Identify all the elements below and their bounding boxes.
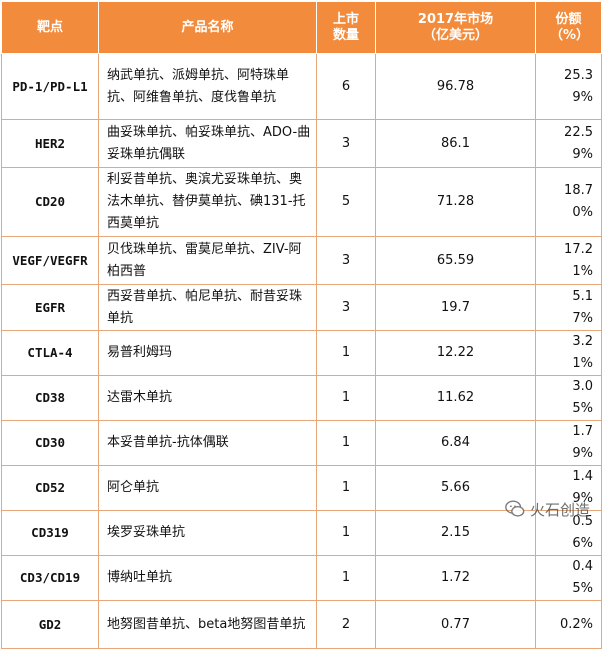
product-cell: 曲妥珠单抗、帕妥珠单抗、ADO-曲妥珠单抗偶联 <box>98 119 317 168</box>
count-cell: 5 <box>316 167 376 237</box>
target-cell: CD3/CD19 <box>1 555 99 601</box>
product-cell: 本妥昔单抗-抗体偶联 <box>98 420 317 466</box>
share-cell: 3.21% <box>535 330 602 376</box>
product-cell: 博纳吐单抗 <box>98 555 317 601</box>
count-cell: 1 <box>316 375 376 421</box>
watermark: 火石创造 <box>504 498 590 520</box>
table-row: HER2 曲妥珠单抗、帕妥珠单抗、ADO-曲妥珠单抗偶联 3 86.1 22.59% <box>1 119 602 168</box>
market-cell: 86.1 <box>375 119 536 168</box>
share-value: 18.70% <box>564 183 593 220</box>
share-cell: 3.05% <box>535 375 602 421</box>
count-cell: 1 <box>316 420 376 466</box>
market-cell: 19.7 <box>375 284 536 331</box>
table-row: CD3/CD19 博纳吐单抗 1 1.72 0.45% <box>1 555 602 601</box>
product-cell: 贝伐珠单抗、雷莫尼单抗、ZIV-阿柏西普 <box>98 236 317 285</box>
count-cell: 1 <box>316 555 376 601</box>
share-value: 1.79% <box>572 424 593 461</box>
count-cell: 3 <box>316 236 376 285</box>
header-share: 份额（%） <box>535 1 602 54</box>
product-cell: 西妥昔单抗、帕尼单抗、耐昔妥珠单抗 <box>98 284 317 331</box>
share-cell: 0.2% <box>535 600 602 649</box>
target-cell: GD2 <box>1 600 99 649</box>
product-cell: 埃罗妥珠单抗 <box>98 510 317 556</box>
target-cell: VEGF/VEGFR <box>1 236 99 285</box>
header-target: 靶点 <box>1 1 99 54</box>
count-cell: 3 <box>316 284 376 331</box>
share-cell: 22.59% <box>535 119 602 168</box>
count-cell: 1 <box>316 330 376 376</box>
count-cell: 1 <box>316 465 376 511</box>
count-cell: 1 <box>316 510 376 556</box>
product-cell: 易普利姆玛 <box>98 330 317 376</box>
market-cell: 0.77 <box>375 600 536 649</box>
share-cell: 25.39% <box>535 53 602 120</box>
target-cell: PD-1/PD-L1 <box>1 53 99 120</box>
share-value: 3.21% <box>572 334 593 371</box>
share-value: 1.49% <box>572 469 593 506</box>
share-cell: 1.49% <box>535 465 602 511</box>
share-cell: 1.79% <box>535 420 602 466</box>
market-cell: 6.84 <box>375 420 536 466</box>
table-row: CTLA-4 易普利姆玛 1 12.22 3.21% <box>1 330 602 376</box>
share-cell: 18.70% <box>535 167 602 237</box>
product-cell: 纳武单抗、派姆单抗、阿特珠单抗、阿维鲁单抗、度伐鲁单抗 <box>98 53 317 120</box>
count-cell: 3 <box>316 119 376 168</box>
table-row: CD30 本妥昔单抗-抗体偶联 1 6.84 1.79% <box>1 420 602 466</box>
table-row: CD38 达雷木单抗 1 11.62 3.05% <box>1 375 602 421</box>
target-cell: EGFR <box>1 284 99 331</box>
count-cell: 6 <box>316 53 376 120</box>
share-value: 3.05% <box>572 379 593 416</box>
wechat-chat-icon <box>505 500 525 517</box>
market-cell: 12.22 <box>375 330 536 376</box>
share-value: 5.17% <box>572 288 593 326</box>
share-value: 17.21% <box>564 241 593 279</box>
target-cell: CD30 <box>1 420 99 466</box>
table-row: GD2 地努图昔单抗、beta地努图昔单抗 2 0.77 0.2% <box>1 600 602 649</box>
table-row: EGFR 西妥昔单抗、帕尼单抗、耐昔妥珠单抗 3 19.7 5.17% <box>1 284 602 331</box>
table-row: CD52 阿仑单抗 1 5.66 1.49% <box>1 465 602 511</box>
market-cell: 1.72 <box>375 555 536 601</box>
share-value: 0.45% <box>572 559 593 596</box>
target-cell: CD38 <box>1 375 99 421</box>
target-cell: CD52 <box>1 465 99 511</box>
table-row: VEGF/VEGFR 贝伐珠单抗、雷莫尼单抗、ZIV-阿柏西普 3 65.59 17.2… <box>1 236 602 285</box>
market-cell: 65.59 <box>375 236 536 285</box>
target-cell: CD20 <box>1 167 99 237</box>
share-value: 25.39% <box>564 67 593 105</box>
target-cell: CD319 <box>1 510 99 556</box>
header-product: 产品名称 <box>98 1 317 54</box>
target-cell: HER2 <box>1 119 99 168</box>
table-header-row: 靶点 产品名称 上市数量 2017年市场（亿美元） 份额（%） <box>1 1 602 54</box>
count-cell: 2 <box>316 600 376 649</box>
product-cell: 利妥昔单抗、奥滨尤妥珠单抗、奥法木单抗、替伊莫单抗、碘131-托西莫单抗 <box>98 167 317 237</box>
product-cell: 阿仑单抗 <box>98 465 317 511</box>
product-cell: 地努图昔单抗、beta地努图昔单抗 <box>98 600 317 649</box>
market-cell: 11.62 <box>375 375 536 421</box>
share-cell: 0.45% <box>535 555 602 601</box>
header-market: 2017年市场（亿美元） <box>375 1 536 54</box>
market-cell: 71.28 <box>375 167 536 237</box>
market-cell: 96.78 <box>375 53 536 120</box>
share-value: 0.2% <box>559 616 593 632</box>
share-cell: 5.17% <box>535 284 602 331</box>
header-count: 上市数量 <box>316 1 376 54</box>
share-cell: 17.21% <box>535 236 602 285</box>
product-cell: 达雷木单抗 <box>98 375 317 421</box>
share-value: 22.59% <box>564 124 593 162</box>
table-row: CD20 利妥昔单抗、奥滨尤妥珠单抗、奥法木单抗、替伊莫单抗、碘131-托西莫单抗… <box>1 167 602 237</box>
table-row: PD-1/PD-L1 纳武单抗、派姆单抗、阿特珠单抗、阿维鲁单抗、度伐鲁单抗 6 96… <box>1 53 602 120</box>
watermark-text: 火石创造 <box>529 500 590 519</box>
target-cell: CTLA-4 <box>1 330 99 376</box>
